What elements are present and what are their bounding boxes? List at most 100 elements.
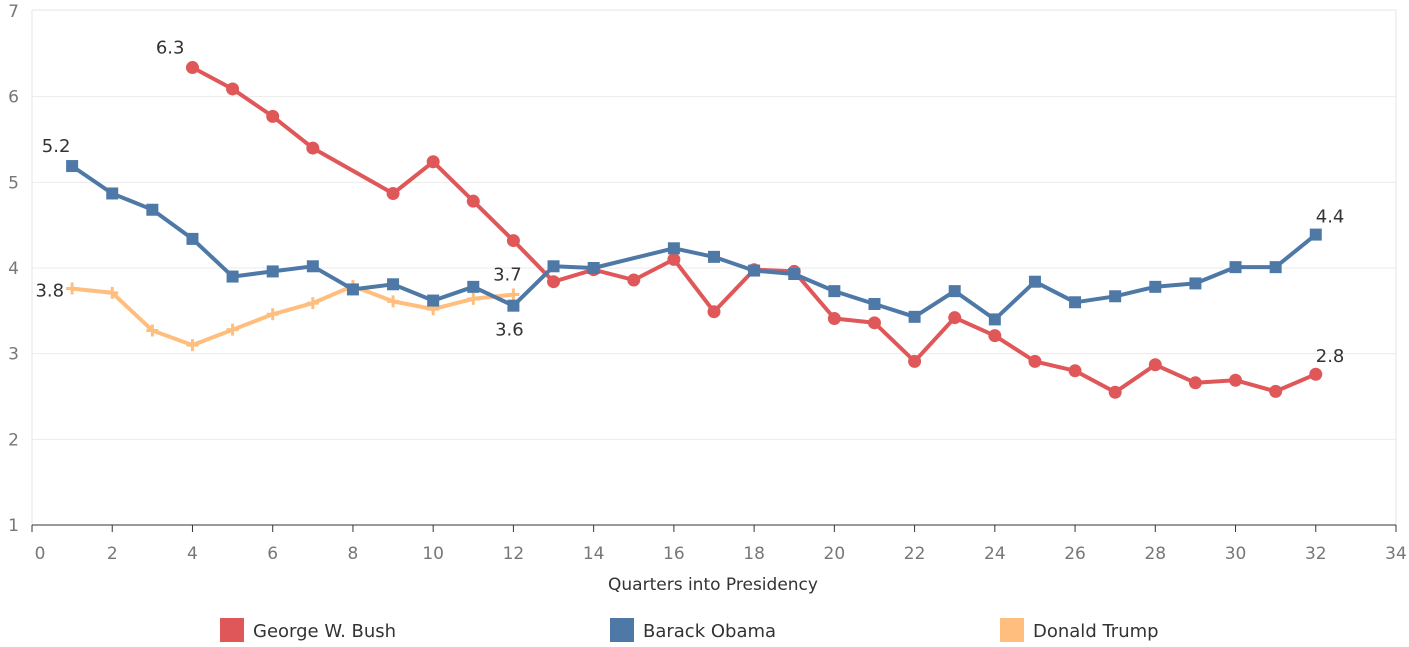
legend-item[interactable]: George W. Bush bbox=[220, 618, 396, 642]
data-point bbox=[66, 282, 79, 295]
legend-item[interactable]: Barack Obama bbox=[610, 618, 776, 642]
data-point bbox=[427, 294, 440, 307]
data-point bbox=[146, 203, 159, 216]
data-label: 6.3 bbox=[156, 38, 185, 59]
legend-label: Barack Obama bbox=[643, 621, 776, 642]
data-point bbox=[1188, 376, 1202, 390]
data-point bbox=[627, 273, 641, 287]
data-point bbox=[387, 278, 400, 291]
data-point bbox=[1028, 275, 1041, 288]
data-point bbox=[226, 270, 239, 283]
x-tick-label: 34 bbox=[1385, 544, 1407, 564]
data-point bbox=[748, 264, 761, 277]
x-tick-label: 22 bbox=[904, 544, 926, 564]
data-point bbox=[185, 61, 199, 75]
data-point bbox=[1229, 373, 1243, 387]
data-point bbox=[306, 297, 319, 310]
data-point bbox=[467, 292, 480, 305]
data-label: 2.8 bbox=[1316, 346, 1345, 367]
data-point bbox=[988, 313, 1001, 326]
x-tick-label: 16 bbox=[663, 544, 685, 564]
data-point bbox=[1109, 290, 1122, 303]
data-point bbox=[507, 299, 520, 312]
x-tick-label: 8 bbox=[348, 544, 359, 564]
data-point bbox=[266, 308, 279, 321]
x-tick-label: 24 bbox=[984, 544, 1006, 564]
x-tick-label: 20 bbox=[824, 544, 846, 564]
data-point bbox=[708, 250, 720, 263]
x-tick-label: 12 bbox=[503, 544, 525, 564]
data-point bbox=[707, 305, 721, 319]
data-point bbox=[306, 260, 319, 273]
data-point bbox=[507, 288, 520, 301]
y-tick-label: 6 bbox=[8, 88, 19, 108]
data-point bbox=[908, 354, 922, 368]
data-point bbox=[1028, 354, 1042, 368]
series-barack-obama bbox=[66, 160, 1322, 326]
legend-label: George W. Bush bbox=[253, 621, 396, 642]
data-point bbox=[146, 324, 159, 337]
y-tick-label: 1 bbox=[8, 516, 19, 536]
data-point bbox=[667, 252, 681, 266]
x-tick-label: 18 bbox=[743, 544, 765, 564]
data-point bbox=[66, 160, 79, 173]
data-label: 4.4 bbox=[1316, 207, 1345, 228]
y-tick-label: 2 bbox=[8, 430, 19, 450]
legend-label: Donald Trump bbox=[1033, 621, 1159, 642]
legend-swatch bbox=[1000, 618, 1024, 642]
data-label: 3.6 bbox=[495, 320, 524, 341]
series-line bbox=[190, 65, 1318, 395]
data-point bbox=[1269, 384, 1283, 398]
data-point bbox=[266, 109, 280, 123]
legend-swatch bbox=[220, 618, 244, 642]
data-point bbox=[386, 186, 400, 200]
x-tick-label: 6 bbox=[267, 544, 278, 564]
x-tick-label: 2 bbox=[107, 544, 118, 564]
legend-item[interactable]: Donald Trump bbox=[1000, 618, 1159, 642]
x-tick-label: 32 bbox=[1305, 544, 1327, 564]
data-point bbox=[106, 286, 119, 299]
data-point bbox=[908, 310, 921, 323]
x-axis-title: Quarters into Presidency bbox=[608, 575, 818, 595]
series-george-w-bush bbox=[185, 61, 1323, 399]
data-point bbox=[1189, 277, 1202, 290]
data-label: 3.7 bbox=[493, 265, 522, 286]
data-point bbox=[827, 312, 841, 326]
y-tick-label: 4 bbox=[8, 259, 19, 279]
gridlines bbox=[32, 96, 1396, 440]
x-tick-label: 26 bbox=[1064, 544, 1086, 564]
data-point bbox=[667, 242, 680, 255]
x-tick-label: 4 bbox=[187, 544, 198, 564]
series-line bbox=[70, 284, 516, 348]
data-point bbox=[1309, 228, 1322, 241]
data-label: 3.8 bbox=[35, 281, 64, 302]
data-point bbox=[1108, 385, 1122, 399]
legend: George W. Bush Barack Obama Donald Trump bbox=[220, 618, 1159, 642]
data-point bbox=[988, 329, 1002, 343]
x-tick-label: 30 bbox=[1225, 544, 1247, 564]
x-tick-label: 28 bbox=[1144, 544, 1166, 564]
y-tick-label: 5 bbox=[8, 173, 19, 193]
data-point bbox=[426, 155, 440, 169]
data-point bbox=[1149, 280, 1162, 293]
data-point bbox=[828, 285, 841, 298]
series-donald-trump bbox=[66, 279, 520, 352]
data-point bbox=[506, 234, 520, 248]
data-point bbox=[1269, 261, 1282, 274]
data-point bbox=[226, 323, 239, 336]
x-tick-label: 0 bbox=[35, 544, 46, 564]
data-point bbox=[186, 232, 199, 245]
data-point bbox=[948, 311, 962, 325]
data-point bbox=[867, 316, 881, 330]
data-point bbox=[1229, 261, 1242, 274]
data-point bbox=[306, 141, 320, 155]
data-point bbox=[948, 285, 961, 298]
data-point bbox=[1309, 367, 1323, 381]
series-lines bbox=[66, 61, 1323, 399]
data-point bbox=[587, 262, 600, 274]
series-line bbox=[70, 164, 1318, 322]
data-point bbox=[1148, 358, 1162, 372]
